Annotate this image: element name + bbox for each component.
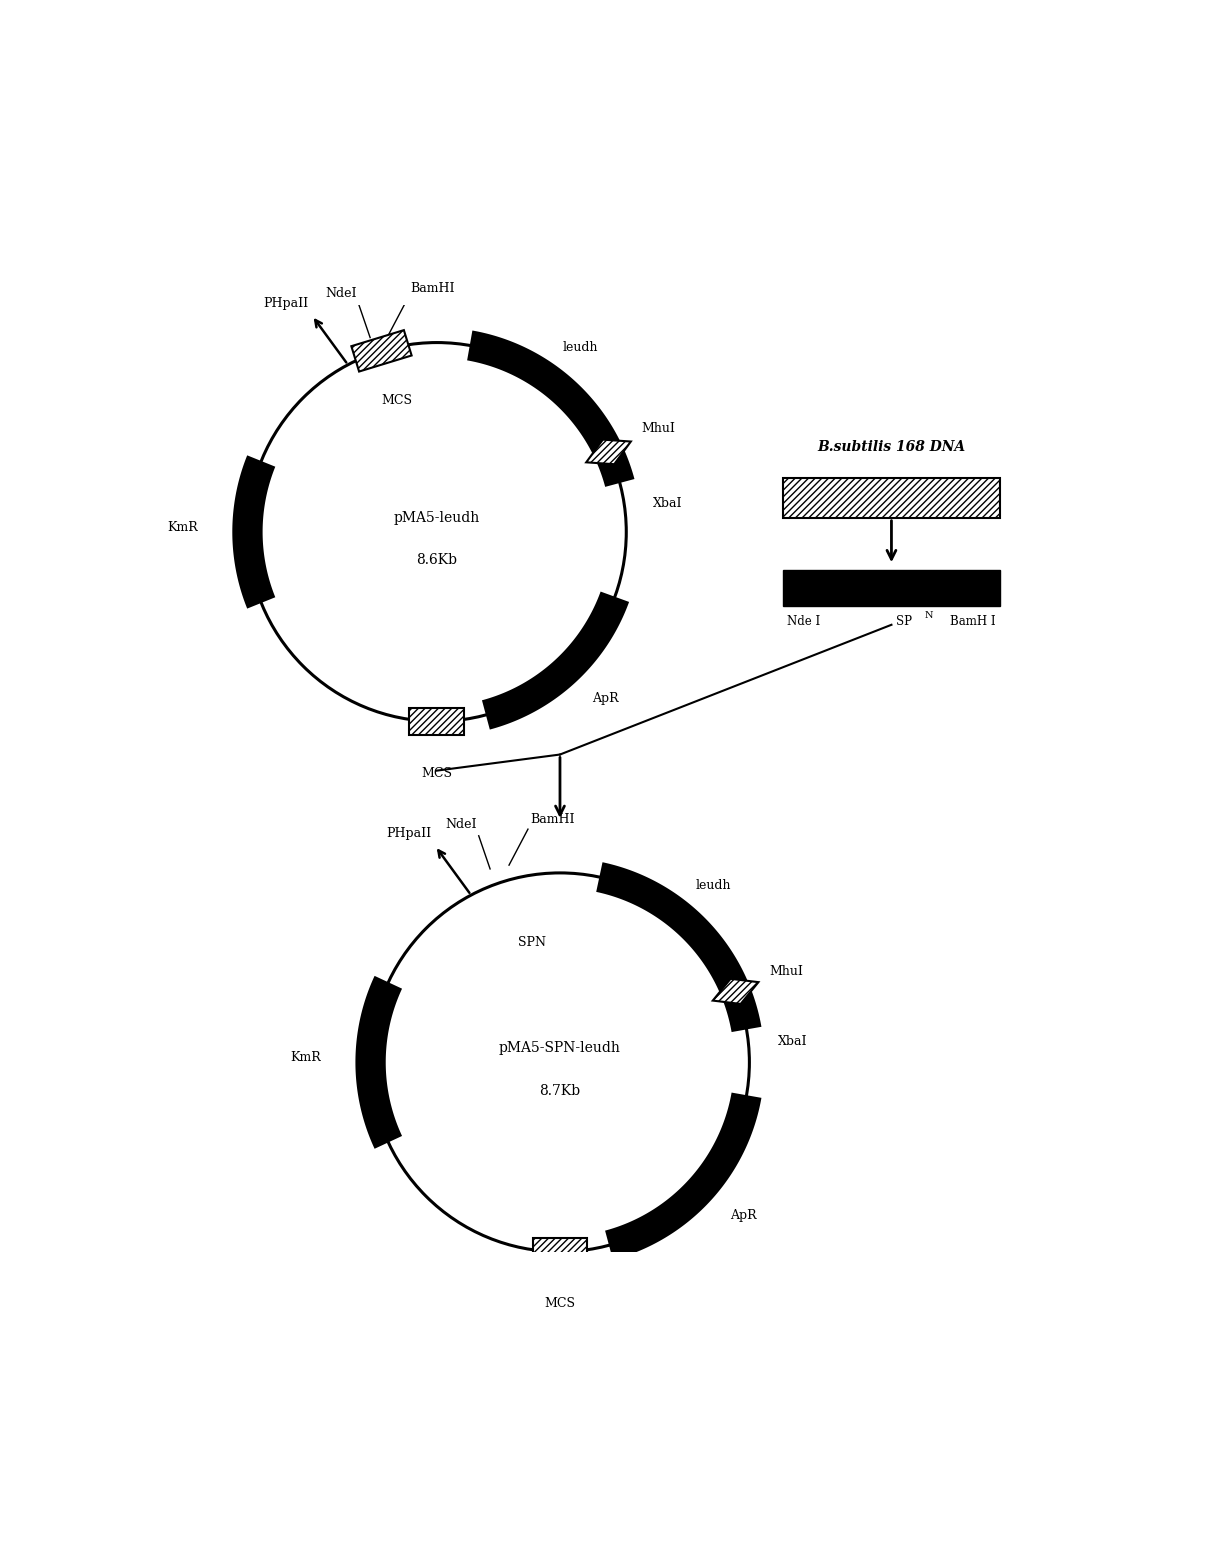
Text: Nde I: Nde I xyxy=(787,615,820,629)
Text: NdeI: NdeI xyxy=(325,287,357,299)
Text: NdeI: NdeI xyxy=(445,818,477,831)
Text: BamHI: BamHI xyxy=(409,282,455,294)
Polygon shape xyxy=(533,1239,588,1265)
Text: SP: SP xyxy=(896,615,912,629)
Text: N: N xyxy=(925,610,934,619)
Text: BamHI: BamHI xyxy=(530,814,574,826)
Polygon shape xyxy=(352,330,412,371)
Polygon shape xyxy=(605,1093,761,1261)
Text: ApR: ApR xyxy=(731,1210,756,1222)
Text: MhuI: MhuI xyxy=(769,965,803,979)
Text: SPN: SPN xyxy=(518,937,545,949)
Text: BamH I: BamH I xyxy=(949,615,996,629)
Polygon shape xyxy=(409,709,464,735)
Text: PHpaII: PHpaII xyxy=(386,828,431,840)
Text: XbaI: XbaI xyxy=(777,1036,807,1048)
Text: XbaI: XbaI xyxy=(654,498,683,510)
Text: MCS: MCS xyxy=(422,767,452,780)
Text: B.subtilis 168 DNA: B.subtilis 168 DNA xyxy=(818,441,965,455)
Text: 8.6Kb: 8.6Kb xyxy=(417,553,457,567)
Polygon shape xyxy=(356,975,402,1148)
Polygon shape xyxy=(587,439,631,464)
Text: ApR: ApR xyxy=(591,692,618,704)
Polygon shape xyxy=(688,1170,720,1204)
Polygon shape xyxy=(467,330,634,487)
FancyBboxPatch shape xyxy=(782,570,1001,606)
Polygon shape xyxy=(481,592,629,729)
Text: MCS: MCS xyxy=(381,394,412,407)
Text: 8.7Kb: 8.7Kb xyxy=(539,1083,580,1097)
Polygon shape xyxy=(240,505,257,544)
Text: KmR: KmR xyxy=(167,521,198,533)
FancyBboxPatch shape xyxy=(782,478,1001,518)
Text: leudh: leudh xyxy=(695,880,731,892)
Text: KmR: KmR xyxy=(291,1051,321,1065)
Polygon shape xyxy=(363,1037,380,1074)
Polygon shape xyxy=(550,653,583,686)
Text: PHpaII: PHpaII xyxy=(263,297,308,310)
Text: leudh: leudh xyxy=(563,341,599,353)
Text: pMA5-SPN-leudh: pMA5-SPN-leudh xyxy=(499,1042,621,1056)
Polygon shape xyxy=(712,979,759,1003)
Polygon shape xyxy=(596,863,761,1032)
Text: pMA5-leudh: pMA5-leudh xyxy=(393,510,480,525)
Text: MCS: MCS xyxy=(545,1298,576,1310)
Text: MhuI: MhuI xyxy=(642,422,675,435)
Polygon shape xyxy=(232,455,275,609)
